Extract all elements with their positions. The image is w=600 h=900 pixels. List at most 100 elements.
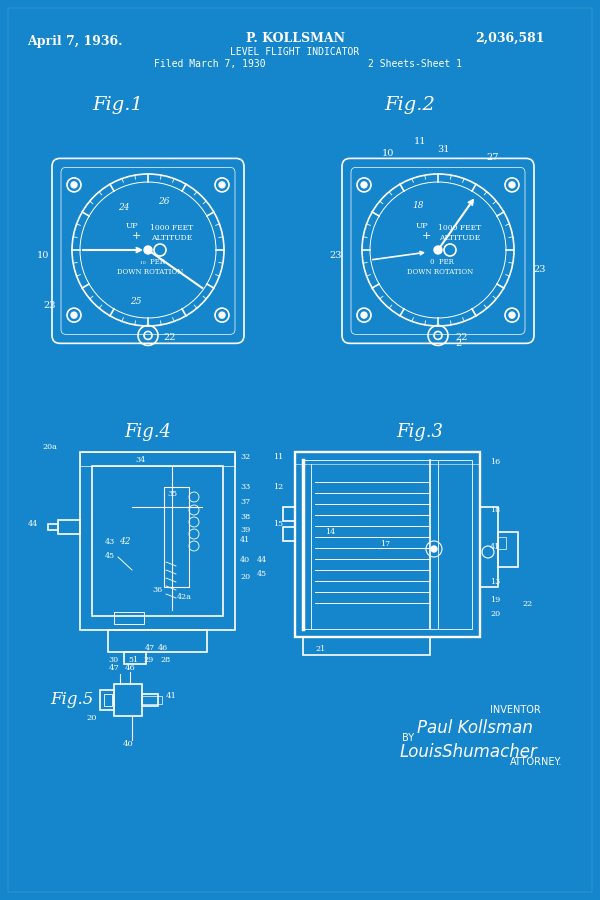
Text: 26: 26 (158, 197, 170, 206)
Bar (498, 537, 506, 549)
Text: 45: 45 (105, 552, 115, 560)
Text: 1000 FEET: 1000 FEET (151, 224, 194, 232)
Bar (480, 507, 498, 587)
Text: ATTORNEY.: ATTORNEY. (510, 757, 562, 767)
Text: DOWN ROTATION: DOWN ROTATION (117, 268, 183, 276)
Text: 0  PER: 0 PER (430, 258, 454, 266)
Circle shape (144, 246, 152, 254)
Text: +: + (131, 231, 140, 241)
Text: 16: 16 (490, 458, 500, 466)
Bar (80, 452, 235, 466)
Bar (104, 694, 112, 706)
Text: 23: 23 (330, 250, 342, 259)
Text: 28: 28 (160, 656, 170, 664)
Bar (303, 637, 430, 655)
Text: 18: 18 (412, 202, 424, 211)
Text: 23: 23 (44, 301, 56, 310)
Text: 47: 47 (145, 644, 155, 652)
Text: ALTITUDE: ALTITUDE (151, 234, 193, 242)
Bar (283, 507, 295, 521)
Text: 41: 41 (490, 543, 500, 551)
Text: 41: 41 (166, 692, 177, 700)
Text: 18: 18 (490, 506, 500, 514)
Text: 35: 35 (167, 490, 177, 498)
Text: 22: 22 (164, 333, 176, 342)
Circle shape (71, 312, 77, 318)
Bar (80, 452, 235, 630)
Bar (114, 612, 144, 624)
Text: Fig.5: Fig.5 (50, 691, 94, 708)
Text: 27: 27 (487, 154, 499, 163)
Text: 22: 22 (456, 333, 468, 342)
Text: 24: 24 (118, 203, 130, 212)
Text: Fig.3: Fig.3 (397, 423, 443, 441)
Bar (498, 532, 518, 567)
Text: April 7, 1936.: April 7, 1936. (27, 35, 123, 49)
Circle shape (219, 312, 225, 318)
Text: 13: 13 (490, 578, 500, 586)
Text: 34: 34 (135, 456, 145, 464)
Text: ALTITUDE: ALTITUDE (439, 234, 481, 242)
Text: 30: 30 (108, 656, 118, 664)
Text: UP: UP (125, 222, 139, 230)
Text: 21: 21 (315, 645, 325, 653)
Text: 44: 44 (28, 520, 38, 528)
Text: 10: 10 (37, 250, 49, 259)
Text: Fig.4: Fig.4 (125, 423, 172, 441)
Text: 31: 31 (437, 146, 449, 155)
Text: 40: 40 (122, 740, 133, 748)
Text: 44: 44 (257, 556, 267, 564)
Text: 20: 20 (86, 714, 97, 722)
Circle shape (361, 312, 367, 318)
Text: 38: 38 (240, 513, 250, 521)
Text: 37: 37 (240, 498, 250, 506)
Text: 36: 36 (152, 586, 162, 594)
Bar (100, 690, 114, 710)
Text: 40: 40 (240, 556, 250, 564)
Text: 2,036,581: 2,036,581 (475, 32, 545, 44)
Bar (164, 487, 189, 587)
Text: LEVEL FLIGHT INDICATOR: LEVEL FLIGHT INDICATOR (230, 47, 359, 57)
Circle shape (71, 182, 77, 188)
Text: 20: 20 (240, 573, 250, 581)
Text: P. KOLLSMAN: P. KOLLSMAN (245, 32, 344, 44)
Text: 2: 2 (455, 339, 461, 348)
Text: 46: 46 (158, 644, 168, 652)
Bar (142, 696, 162, 704)
Circle shape (434, 246, 442, 254)
Text: ₁₀  PER: ₁₀ PER (139, 258, 164, 266)
Bar (295, 452, 480, 637)
Text: 39: 39 (240, 526, 250, 534)
Text: 20a: 20a (42, 443, 57, 451)
Text: 33: 33 (240, 483, 250, 491)
Text: +: + (421, 231, 431, 241)
Text: 51: 51 (128, 656, 138, 664)
Text: 12: 12 (273, 483, 283, 491)
Text: Fig.1: Fig.1 (92, 96, 143, 114)
Text: 42a: 42a (177, 593, 192, 601)
Text: 11: 11 (273, 453, 283, 461)
Circle shape (361, 182, 367, 188)
Text: 1000 FEET: 1000 FEET (439, 224, 482, 232)
Text: 29: 29 (143, 656, 153, 664)
Text: LouisShumacher: LouisShumacher (399, 743, 537, 761)
Text: 46: 46 (125, 664, 136, 672)
Bar (48, 524, 58, 530)
Text: 41: 41 (240, 536, 250, 544)
Text: INVENTOR: INVENTOR (490, 705, 541, 715)
Text: 17: 17 (380, 540, 390, 548)
Bar (108, 630, 207, 652)
Text: UP: UP (416, 222, 428, 230)
Circle shape (219, 182, 225, 188)
Bar (114, 684, 142, 716)
Text: 19: 19 (490, 596, 500, 604)
Bar (142, 694, 158, 706)
Circle shape (509, 182, 515, 188)
Text: 32: 32 (240, 453, 250, 461)
Text: Fig.2: Fig.2 (385, 96, 436, 114)
Text: 45: 45 (257, 570, 267, 578)
Bar (295, 452, 480, 464)
Bar (58, 520, 80, 534)
Bar (92, 466, 223, 616)
Circle shape (509, 312, 515, 318)
